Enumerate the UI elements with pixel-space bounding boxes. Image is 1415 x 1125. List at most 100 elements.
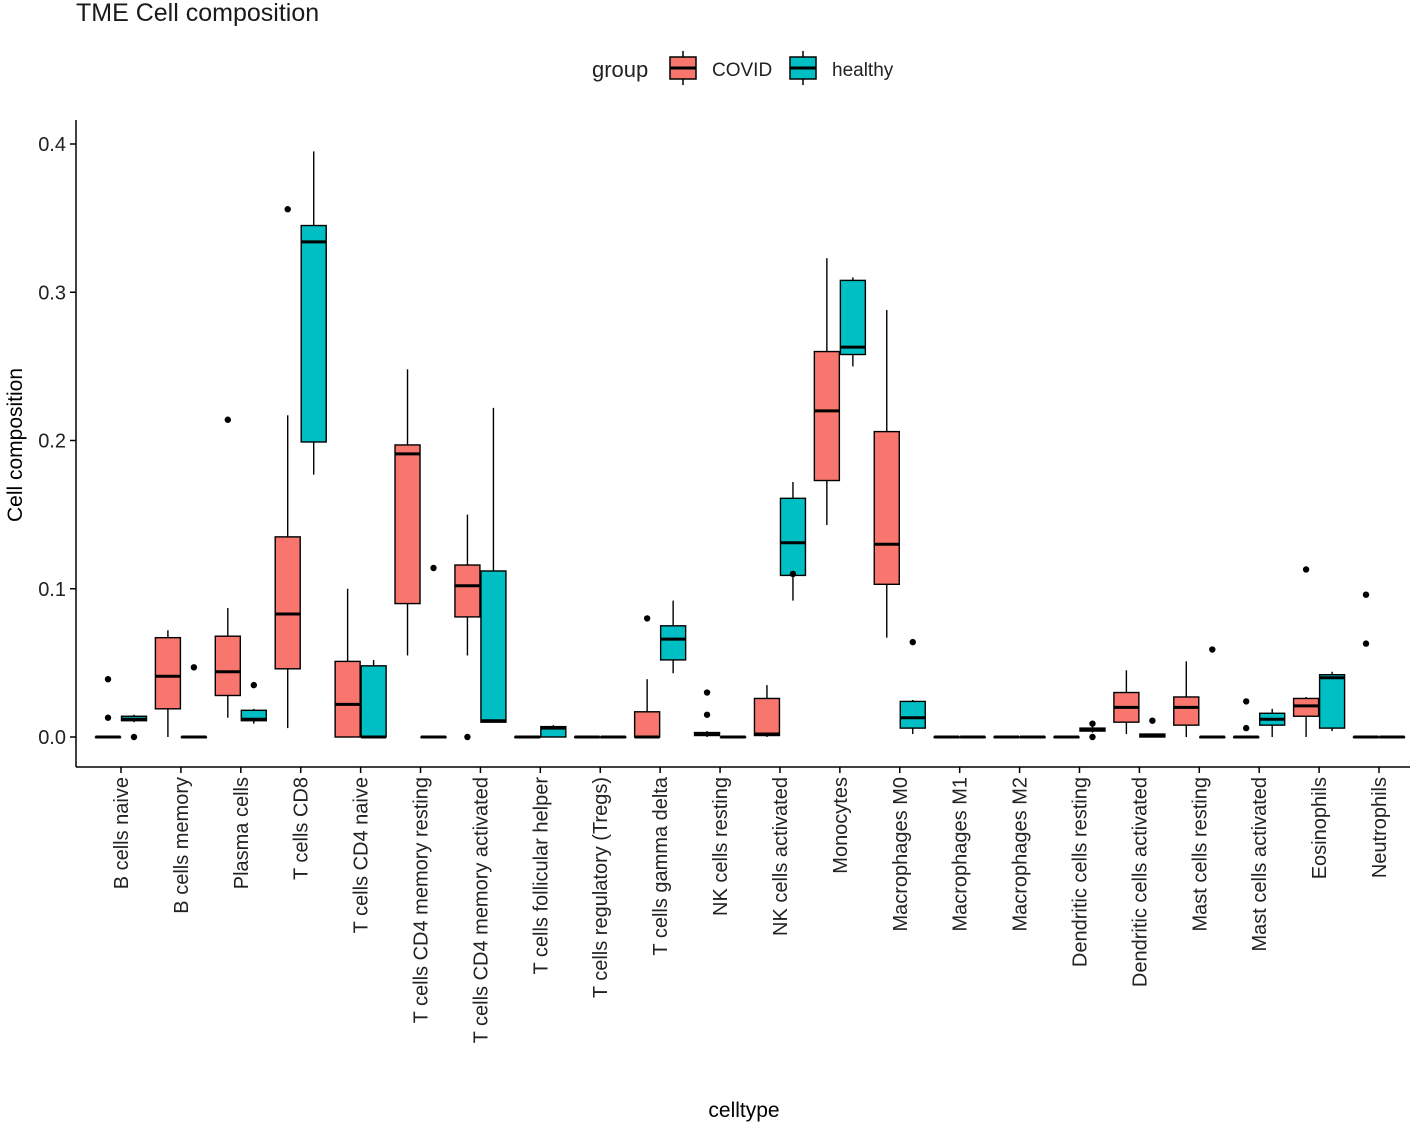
x-tick-label: Macrophages M1 bbox=[950, 777, 972, 932]
box-iqr bbox=[779, 497, 807, 577]
outlier-point bbox=[703, 711, 711, 718]
box-covid bbox=[993, 735, 1020, 739]
box-iqr bbox=[394, 444, 421, 605]
box-iqr bbox=[813, 350, 841, 482]
legend-label-covid: COVID bbox=[712, 60, 772, 81]
x-tick-label: NK cells resting bbox=[710, 777, 732, 916]
box-iqr bbox=[659, 625, 687, 661]
x-tick-label: B cells naive bbox=[111, 777, 133, 889]
box-covid bbox=[1292, 566, 1320, 737]
chart-title: TME Cell composition bbox=[76, 0, 319, 27]
box-healthy bbox=[600, 735, 627, 739]
box-covid bbox=[1113, 670, 1140, 735]
x-tick-label: T cells CD4 naive bbox=[351, 777, 373, 933]
outlier-point bbox=[284, 206, 291, 213]
outlier-point bbox=[250, 681, 258, 689]
x-tick-label: T cells gamma delta bbox=[650, 776, 672, 955]
box-covid bbox=[633, 615, 661, 739]
outlier-point bbox=[1149, 717, 1156, 724]
box-covid bbox=[334, 588, 361, 738]
box-iqr bbox=[274, 536, 301, 670]
outlier-point bbox=[909, 638, 916, 646]
box-covid bbox=[813, 258, 841, 526]
x-tick-label: NK cells activated bbox=[770, 777, 792, 936]
outlier-point bbox=[464, 733, 471, 741]
box-iqr bbox=[633, 711, 661, 738]
box-iqr bbox=[334, 660, 361, 738]
outlier-point bbox=[224, 416, 232, 423]
outlier-point bbox=[1302, 566, 1310, 573]
outlier-point bbox=[1209, 646, 1216, 653]
box-healthy bbox=[180, 664, 208, 739]
box-healthy bbox=[659, 600, 687, 674]
x-tick-label: Dendritic cells resting bbox=[1069, 777, 1091, 967]
box-iqr bbox=[1318, 674, 1346, 729]
box-healthy bbox=[839, 277, 867, 367]
outlier-point bbox=[104, 675, 112, 683]
y-axis-title: Cell composition bbox=[4, 368, 27, 522]
y-tick-label: 0.1 bbox=[38, 579, 66, 601]
x-tick-label: T cells follicular helper bbox=[530, 777, 552, 975]
box-healthy bbox=[480, 407, 507, 723]
box-healthy bbox=[1019, 735, 1046, 739]
outlier-point bbox=[1242, 724, 1250, 732]
x-tick-label: Dendritic cells activated bbox=[1129, 777, 1151, 987]
outlier-point bbox=[1089, 733, 1096, 741]
box-covid bbox=[214, 416, 242, 718]
box-covid bbox=[753, 685, 781, 737]
box-covid bbox=[514, 735, 541, 739]
x-tick-label: Plasma cells bbox=[231, 777, 253, 889]
box-iqr bbox=[839, 279, 867, 356]
box-covid bbox=[454, 514, 481, 741]
box-covid bbox=[154, 630, 182, 737]
box-iqr bbox=[360, 665, 387, 738]
box-healthy bbox=[899, 638, 926, 735]
box-covid bbox=[1053, 735, 1080, 739]
box-healthy bbox=[240, 681, 268, 724]
outlier-point bbox=[1242, 698, 1250, 705]
outlier-point bbox=[703, 689, 711, 696]
box-iqr bbox=[753, 697, 781, 737]
plot-area: 0.0 0.1 0.2 0.3 0.4 B cells naive B cells memo… bbox=[38, 120, 1410, 1043]
box-covid bbox=[693, 689, 721, 737]
outlier-point bbox=[190, 664, 198, 671]
outlier-point bbox=[430, 564, 437, 572]
box-covid bbox=[574, 735, 601, 739]
box-iqr bbox=[1173, 696, 1200, 726]
box-covid bbox=[1173, 661, 1200, 737]
box-covid bbox=[1352, 591, 1380, 739]
y-tick-label: 0.4 bbox=[38, 134, 66, 156]
box-iqr bbox=[873, 430, 900, 586]
box-healthy bbox=[1199, 646, 1226, 739]
box-healthy bbox=[360, 659, 387, 739]
box-iqr bbox=[154, 636, 182, 710]
x-tick-label: T cells CD4 memory resting bbox=[411, 777, 433, 1023]
legend: group COVID healthy bbox=[592, 51, 894, 85]
legend-key-covid bbox=[669, 51, 697, 85]
x-axis-title: celltype bbox=[708, 1099, 779, 1122]
y-tick-label: 0.0 bbox=[38, 727, 66, 749]
box-healthy bbox=[1139, 717, 1166, 738]
legend-key-healthy bbox=[789, 51, 817, 85]
x-tick-label: T cells CD4 memory activated bbox=[470, 777, 492, 1043]
outlier-point bbox=[643, 615, 651, 622]
outlier-point bbox=[1362, 640, 1370, 647]
box-iqr bbox=[214, 635, 242, 697]
x-tick-label: Neutrophils bbox=[1369, 777, 1391, 878]
box-covid bbox=[873, 310, 900, 638]
y-tick-label: 0.2 bbox=[38, 431, 66, 453]
box-healthy bbox=[1318, 671, 1346, 732]
box-iqr bbox=[899, 700, 926, 729]
box-healthy bbox=[1378, 735, 1406, 739]
x-tick-label: T cells regulatory (Tregs) bbox=[590, 777, 612, 998]
x-tick-label: Mast cells activated bbox=[1249, 777, 1271, 952]
legend-title: group bbox=[592, 57, 648, 82]
box-iqr bbox=[300, 224, 327, 443]
box-healthy bbox=[120, 714, 148, 741]
x-tick-label: Macrophages M2 bbox=[1010, 777, 1032, 932]
y-tick-label: 0.3 bbox=[38, 282, 66, 304]
x-tick-label: B cells memory bbox=[171, 777, 193, 914]
legend-label-healthy: healthy bbox=[832, 60, 894, 81]
box-healthy bbox=[540, 725, 567, 738]
outlier-point bbox=[130, 733, 138, 741]
